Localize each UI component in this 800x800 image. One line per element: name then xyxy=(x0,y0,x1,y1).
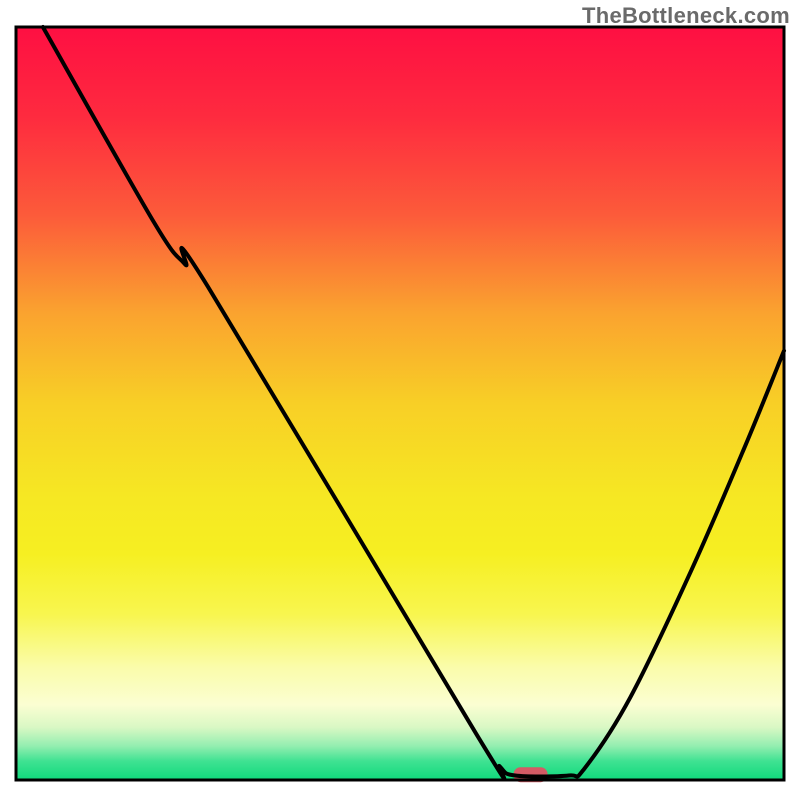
watermark-label: TheBottleneck.com xyxy=(582,3,790,29)
plot-background xyxy=(16,27,784,780)
chart-container: TheBottleneck.com xyxy=(0,0,800,800)
bottleneck-chart xyxy=(0,0,800,800)
